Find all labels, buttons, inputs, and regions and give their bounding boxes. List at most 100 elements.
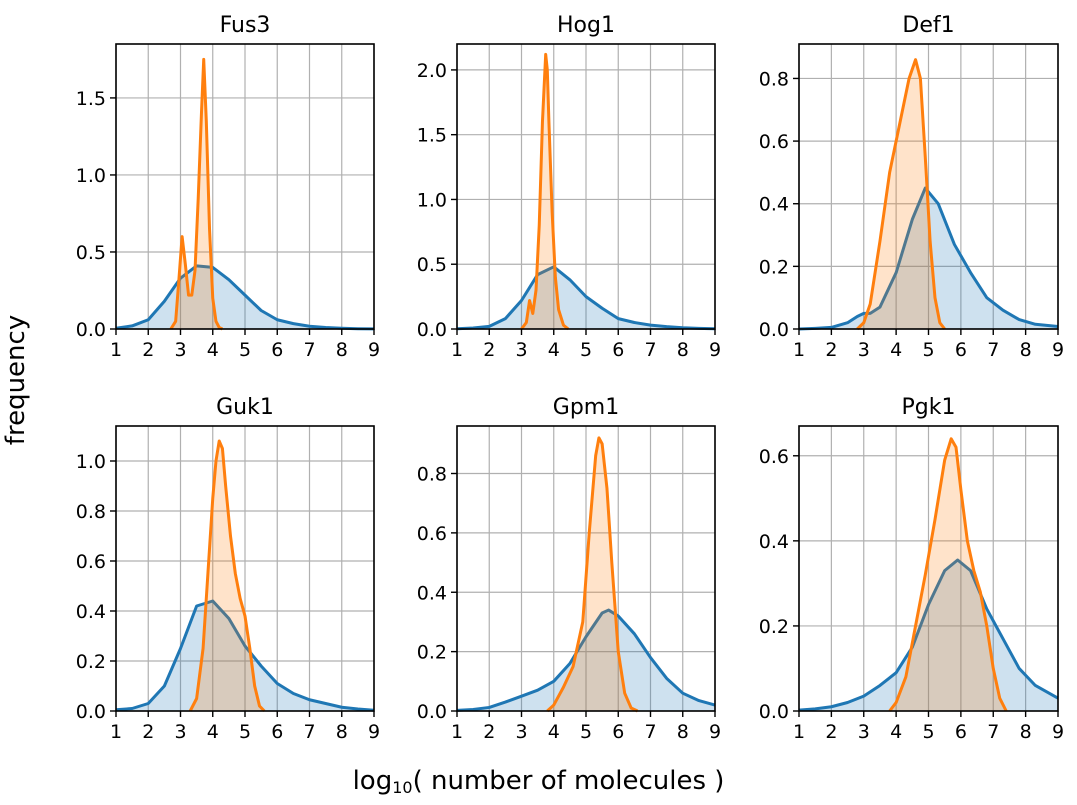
series-area-orange [547, 437, 638, 711]
series-line-blue [115, 264, 375, 331]
x-tick-label: 5 [922, 339, 934, 361]
x-tick-label: 9 [368, 339, 380, 361]
x-tick-label: 2 [142, 339, 154, 361]
series-area-orange [521, 54, 569, 330]
x-tick-label: 3 [174, 721, 186, 743]
y-tick-label: 0.2 [759, 616, 789, 638]
y-tick-label: 0.4 [759, 531, 789, 553]
chart-title: Fus3 [220, 13, 271, 38]
x-tick-label: 9 [1052, 721, 1064, 743]
series-line-orange [888, 437, 1008, 712]
x-tick-label: 3 [515, 339, 527, 361]
x-tick-label: 7 [303, 721, 315, 743]
x-tick-label: 7 [644, 339, 656, 361]
x-tick-label: 6 [955, 721, 967, 743]
x-tick-label: 4 [207, 721, 219, 743]
chart-title: Gpm1 [553, 395, 619, 420]
series-line-blue [115, 599, 375, 712]
y-tick-label: 1.0 [76, 165, 106, 187]
y-tick-label: 0.8 [759, 68, 789, 90]
y-tick-label: 0.6 [76, 551, 106, 573]
x-tick-label: 8 [1020, 339, 1032, 361]
y-tick-label: 0.4 [759, 194, 789, 216]
y-tick-label: 2.0 [417, 60, 447, 82]
x-tick-label: 7 [987, 721, 999, 743]
series-line-blue [798, 558, 1059, 712]
x-tick-label: 6 [612, 339, 624, 361]
chart-panel-guk1: 1 2 3 4 5 6 7 8 9 0.0 0.2 0.4 0.6 0.8 1.0 Guk1 [76, 395, 380, 743]
x-tick-label: 5 [922, 721, 934, 743]
chart-title: Pgk1 [902, 395, 956, 420]
y-tick-label: 0.6 [417, 523, 447, 545]
y-tick-label: 0.4 [76, 601, 106, 623]
y-tick-label: 0.0 [76, 319, 106, 341]
y-tick-label: 0.0 [417, 319, 447, 341]
x-tick-label: 1 [110, 721, 122, 743]
x-axis-label-rest: ( number of molecules ) [412, 766, 725, 796]
y-tick-label: 0.2 [417, 642, 447, 664]
x-tick-label: 3 [174, 339, 186, 361]
x-tick-label: 6 [271, 721, 283, 743]
series-area-blue [116, 265, 374, 329]
series-line-blue [456, 608, 716, 712]
x-tick-label: 4 [548, 339, 560, 361]
x-tick-label: 8 [336, 339, 348, 361]
series-area-blue [457, 610, 715, 711]
x-tick-label: 1 [110, 339, 122, 361]
y-tick-label: 0.4 [417, 582, 447, 604]
x-tick-label: 8 [677, 721, 689, 743]
x-tick-label: 5 [239, 339, 251, 361]
x-tick-label: 3 [858, 339, 870, 361]
x-axis-label: log10( number of molecules ) [0, 766, 1077, 797]
y-tick-label: 0.8 [417, 464, 447, 486]
x-tick-label: 7 [987, 339, 999, 361]
x-tick-label: 1 [451, 721, 463, 743]
series-line-orange [520, 52, 570, 331]
series-line-orange [856, 58, 946, 331]
series-area-orange [190, 441, 265, 711]
x-tick-label: 2 [825, 721, 837, 743]
x-tick-label: 7 [303, 339, 315, 361]
series-line-orange [546, 436, 639, 713]
x-tick-label: 9 [368, 721, 380, 743]
y-tick-label: 0.0 [76, 701, 106, 723]
series-line-blue [456, 265, 716, 331]
x-axis-label-subscript: 10 [392, 778, 413, 797]
x-tick-label: 7 [644, 721, 656, 743]
y-tick-label: 0.2 [759, 256, 789, 278]
series-area-blue [799, 188, 1058, 329]
y-tick-label: 0.5 [76, 242, 106, 264]
x-tick-label: 2 [483, 721, 495, 743]
y-tick-label: 0.6 [759, 446, 789, 468]
series-line-orange [188, 439, 266, 713]
x-axis-label-log: log [352, 766, 393, 796]
x-tick-label: 9 [709, 721, 721, 743]
y-tick-label: 1.0 [417, 189, 447, 211]
chart-panel-pgk1: 1 2 3 4 5 6 7 8 9 0.0 0.2 0.4 0.6 Pgk1 [759, 395, 1064, 743]
series-area-orange [889, 438, 1007, 711]
y-tick-label: 1.5 [76, 88, 106, 110]
x-tick-label: 4 [207, 339, 219, 361]
y-tick-label: 1.5 [417, 125, 447, 147]
x-tick-label: 2 [825, 339, 837, 361]
series-area-blue [116, 601, 374, 711]
series-line-orange [169, 57, 224, 331]
chart-panel-def1: 1 2 3 4 5 6 7 8 9 0.0 0.2 0.4 0.6 0.8 Def1 [759, 13, 1064, 361]
x-tick-label: 4 [890, 721, 902, 743]
chart-panel-fus3: 1 2 3 4 5 6 7 8 9 0.0 0.5 1.0 1.5 Fus3 [76, 13, 380, 361]
y-tick-label: 1.0 [76, 451, 106, 473]
chart-panel-hog1: 1 2 3 4 5 6 7 8 9 0.0 0.5 1.0 1.5 2.0 Hog1 [417, 13, 721, 361]
x-tick-label: 3 [858, 721, 870, 743]
x-tick-label: 1 [793, 721, 805, 743]
x-tick-label: 4 [548, 721, 560, 743]
x-tick-label: 5 [580, 339, 592, 361]
y-tick-label: 0.2 [76, 651, 106, 673]
x-tick-label: 2 [483, 339, 495, 361]
chart-title: Def1 [902, 13, 954, 38]
x-tick-label: 1 [451, 339, 463, 361]
x-tick-label: 6 [271, 339, 283, 361]
y-tick-label: 0.8 [76, 501, 106, 523]
chart-title: Guk1 [216, 395, 274, 420]
y-tick-label: 0.0 [759, 319, 789, 341]
